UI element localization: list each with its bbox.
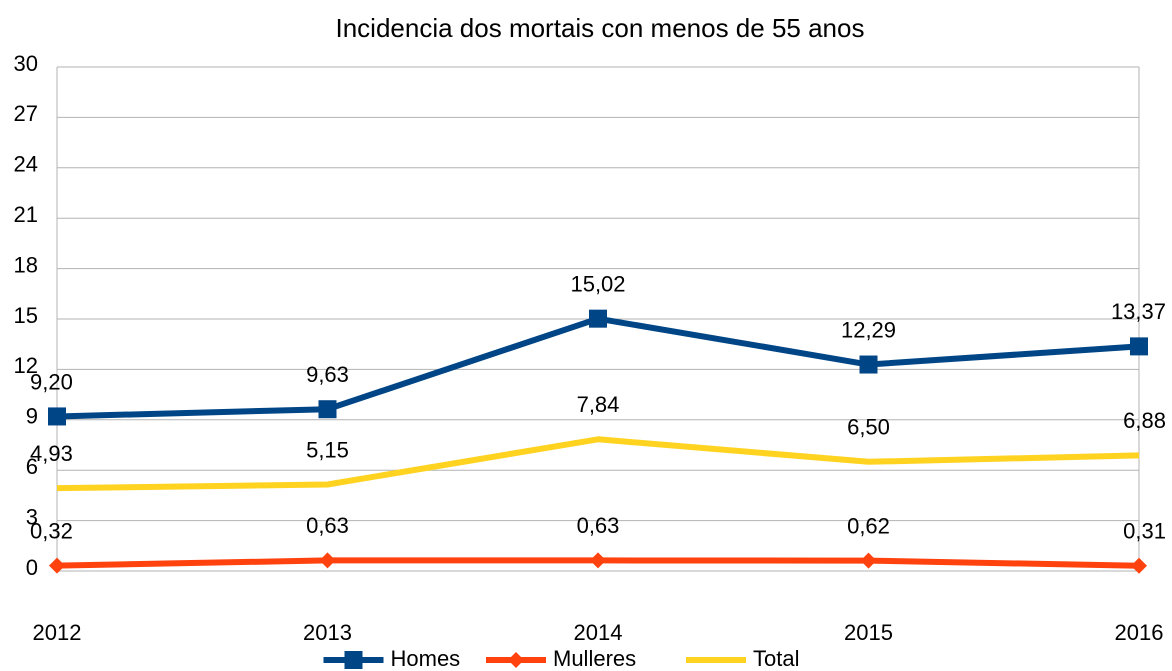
y-tick-label: 21 [14, 202, 38, 227]
chart-title: Incidencia dos mortais con menos de 55 a… [336, 13, 865, 43]
y-tick-label: 12 [14, 353, 38, 378]
x-tick-label: 2015 [844, 620, 893, 645]
x-tick-label: 2014 [574, 620, 623, 645]
data-label: 6,50 [847, 415, 890, 440]
data-label: 7,84 [577, 392, 620, 417]
y-tick-label: 3 [26, 504, 38, 529]
series-line [56, 436, 1140, 492]
y-tick-label: 0 [26, 555, 38, 580]
data-label: 9,63 [306, 362, 349, 387]
y-tick-label: 27 [14, 101, 38, 126]
marker [1130, 337, 1148, 356]
y-tick-label: 15 [14, 303, 38, 328]
marker [860, 552, 877, 569]
x-tick-label: 2012 [33, 620, 82, 645]
y-tick-label: 6 [26, 454, 38, 479]
y-tick-label: 18 [14, 252, 38, 277]
data-label: 0,63 [577, 513, 620, 538]
data-label: 5,15 [306, 437, 349, 462]
data-label: 0,62 [847, 513, 890, 538]
data-label: 13,37 [1111, 299, 1166, 324]
marker [859, 355, 878, 374]
marker [48, 407, 66, 426]
data-label: 12,29 [841, 317, 896, 342]
data-label: 15,02 [570, 271, 625, 296]
data-label: 0,32 [30, 518, 73, 543]
marker [318, 400, 337, 419]
y-tick-label: 9 [26, 404, 38, 429]
data-label: 4,93 [30, 441, 73, 466]
data-label: 0,31 [1123, 519, 1166, 544]
legend-marker [344, 651, 363, 669]
data-label: 0,63 [306, 513, 349, 538]
x-tick-label: 2013 [303, 620, 352, 645]
marker [49, 557, 65, 574]
y-tick-label: 30 [14, 51, 38, 76]
legend-marker [508, 652, 524, 668]
data-label: 9,20 [30, 369, 73, 394]
marker [1131, 557, 1147, 574]
legend-label: Mulleres [553, 646, 636, 671]
marker [590, 552, 606, 569]
x-tick-label: 2016 [1115, 620, 1164, 645]
marker [589, 309, 607, 328]
marker [319, 552, 336, 569]
legend-label: Homes [391, 646, 461, 671]
legend-label: Total [753, 646, 799, 671]
data-label: 6,88 [1123, 408, 1166, 433]
y-tick-label: 24 [14, 152, 38, 177]
